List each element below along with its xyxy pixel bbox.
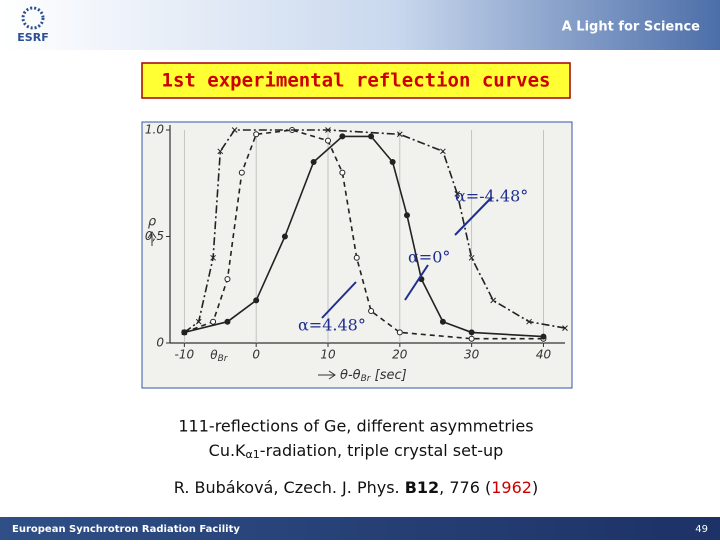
title-box bbox=[141, 62, 571, 99]
x-tick-label: 20 bbox=[392, 348, 408, 362]
page-number: 49 bbox=[695, 524, 708, 535]
point bbox=[210, 254, 216, 261]
caption-sub: α1 bbox=[246, 448, 260, 461]
point bbox=[440, 148, 446, 155]
logo-icon bbox=[21, 6, 45, 30]
footer-band bbox=[0, 517, 720, 540]
citation-year: 1962 bbox=[491, 478, 532, 497]
point bbox=[253, 131, 260, 138]
series-annotation: α=-4.48° bbox=[455, 187, 528, 206]
citation: R. Bubáková, Czech. J. Phys. B12, 776 (1… bbox=[174, 478, 538, 497]
point bbox=[396, 329, 403, 336]
point bbox=[210, 318, 217, 325]
series-annotation: α=4.48° bbox=[298, 316, 366, 335]
citation-part: ) bbox=[532, 478, 538, 497]
point bbox=[224, 276, 231, 283]
slide-title: 1st experimental reflection curves bbox=[162, 70, 551, 92]
point bbox=[339, 169, 346, 176]
annotation-arrow bbox=[454, 196, 493, 236]
point bbox=[526, 318, 532, 325]
point bbox=[339, 133, 346, 140]
point bbox=[562, 325, 568, 331]
x-label-part: [sec] bbox=[370, 368, 406, 383]
footer-text: European Synchrotron Radiation Facility bbox=[12, 524, 240, 535]
logo-text: ESRF bbox=[17, 31, 48, 44]
point bbox=[468, 329, 475, 336]
caption-line: 111-reflections of Ge, different asymmet… bbox=[178, 417, 533, 436]
point bbox=[310, 158, 317, 165]
point bbox=[281, 233, 288, 240]
point bbox=[490, 297, 497, 304]
bragg-label-part: Br bbox=[218, 354, 229, 364]
caption-part: -radiation, triple crystal set-up bbox=[260, 441, 504, 460]
series-annotation: α=0° bbox=[408, 248, 450, 267]
x-axis-arrow bbox=[318, 370, 336, 380]
y-axis-label: ρ bbox=[148, 215, 157, 230]
x-tick-label: 40 bbox=[536, 348, 552, 362]
bragg-label: θBr bbox=[210, 348, 229, 364]
x-tick-label: 10 bbox=[320, 348, 336, 362]
header-band bbox=[0, 0, 720, 50]
point bbox=[404, 212, 410, 219]
x-tick-label: 30 bbox=[464, 348, 480, 362]
point bbox=[224, 318, 231, 325]
point bbox=[368, 308, 375, 315]
point bbox=[540, 333, 547, 340]
point bbox=[439, 318, 446, 325]
tagline: A Light for Science bbox=[562, 20, 700, 35]
annotation-arrow bbox=[404, 264, 429, 301]
y-tick-label: 0 bbox=[156, 336, 164, 350]
x-label-part: θ-θ bbox=[340, 368, 361, 383]
point bbox=[181, 329, 188, 336]
x-tick-label: -10 bbox=[175, 348, 195, 362]
citation-part: , 776 ( bbox=[439, 478, 491, 497]
y-tick-label: 1.0 bbox=[145, 123, 164, 137]
point bbox=[368, 133, 375, 140]
point bbox=[253, 297, 260, 304]
point bbox=[468, 254, 475, 261]
point bbox=[325, 137, 331, 144]
point bbox=[468, 335, 475, 342]
point bbox=[396, 131, 403, 138]
annotation-arrow bbox=[321, 281, 357, 319]
point bbox=[325, 127, 331, 133]
citation-part: R. Bubáková, Czech. J. Phys. bbox=[174, 478, 405, 497]
x-axis-label: θ-θBr [sec] bbox=[340, 368, 407, 384]
point bbox=[231, 127, 238, 133]
point bbox=[217, 148, 224, 155]
citation-volume: B12 bbox=[405, 478, 439, 497]
x-label-part: Br bbox=[361, 374, 372, 384]
caption-part: Cu.K bbox=[209, 441, 246, 460]
y-axis-arrow bbox=[147, 231, 157, 246]
point bbox=[454, 191, 461, 197]
point bbox=[353, 254, 360, 261]
bragg-label-part: θ bbox=[210, 348, 218, 362]
point bbox=[389, 158, 396, 165]
x-tick-label: 0 bbox=[252, 348, 260, 362]
caption-line: Cu.Kα1-radiation, triple crystal set-up bbox=[209, 441, 504, 462]
point bbox=[238, 169, 245, 176]
point bbox=[195, 318, 202, 325]
